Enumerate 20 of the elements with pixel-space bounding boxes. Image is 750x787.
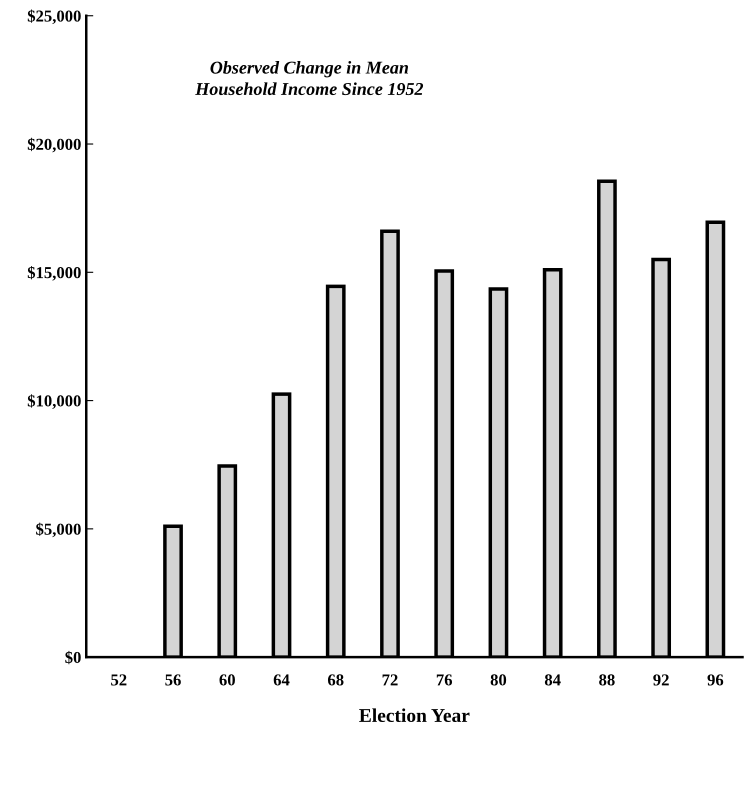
x-tick-label: 56 [165, 674, 181, 686]
x-tick-label: 60 [220, 674, 235, 686]
x-tick-label: 64 [274, 674, 290, 686]
y-tick-label: $10,000 [28, 394, 81, 409]
x-tick-label: 84 [544, 674, 561, 686]
x-tick-label: 96 [708, 674, 724, 686]
y-tick-label: $25,000 [28, 9, 81, 24]
x-axis-title: Election Year [359, 708, 470, 722]
y-tick-label: $0 [65, 650, 81, 664]
x-tick-label: 72 [382, 674, 398, 686]
x-tick-label: 76 [436, 674, 452, 686]
x-tick-label: 52 [111, 674, 126, 686]
y-tick-label: $15,000 [28, 266, 81, 281]
y-tick-label: $5,000 [36, 522, 81, 538]
x-tick-label: 80 [490, 674, 506, 686]
x-tick-label: 68 [328, 674, 344, 686]
y-tick-label: $20,000 [28, 138, 81, 152]
x-tick-label: 92 [653, 674, 669, 686]
text: Observed Change in Mean Household Income Since 1952 [195, 61, 424, 96]
x-tick-label: 88 [599, 674, 615, 686]
